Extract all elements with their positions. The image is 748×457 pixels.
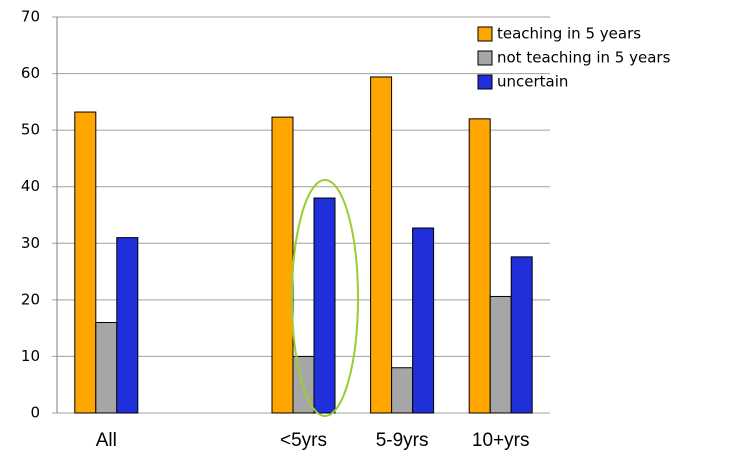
bar <box>370 76 393 414</box>
bar <box>74 111 97 414</box>
y-tick-label: 60 <box>21 64 40 82</box>
bar <box>489 295 512 414</box>
y-tick-label: 50 <box>21 121 40 139</box>
y-tick-label: 30 <box>21 234 40 252</box>
legend-swatch <box>477 50 493 66</box>
bar <box>391 367 414 414</box>
legend-swatch <box>477 74 493 90</box>
y-tick-label: 40 <box>21 177 40 195</box>
y-tick-label: 70 <box>21 8 40 26</box>
y-tick-label: 0 <box>30 404 40 422</box>
legend-swatch <box>477 26 493 42</box>
x-tick-label: 10+yrs <box>472 430 530 451</box>
x-tick-label: All <box>96 430 117 451</box>
highlight-ellipse <box>291 179 359 417</box>
bar <box>510 256 533 414</box>
bar <box>271 116 294 414</box>
bar <box>116 237 139 414</box>
legend-label: not teaching in 5 years <box>497 49 671 67</box>
bar <box>412 227 435 414</box>
legend-label: uncertain <box>497 73 568 91</box>
y-tick-label: 20 <box>21 290 40 308</box>
bar <box>468 118 491 414</box>
bar <box>95 321 118 414</box>
bar <box>313 197 336 414</box>
y-tick-label: 10 <box>21 347 40 365</box>
x-tick-label: 5-9yrs <box>376 430 429 451</box>
legend-label: teaching in 5 years <box>497 25 641 43</box>
x-tick-label: <5yrs <box>280 430 327 451</box>
